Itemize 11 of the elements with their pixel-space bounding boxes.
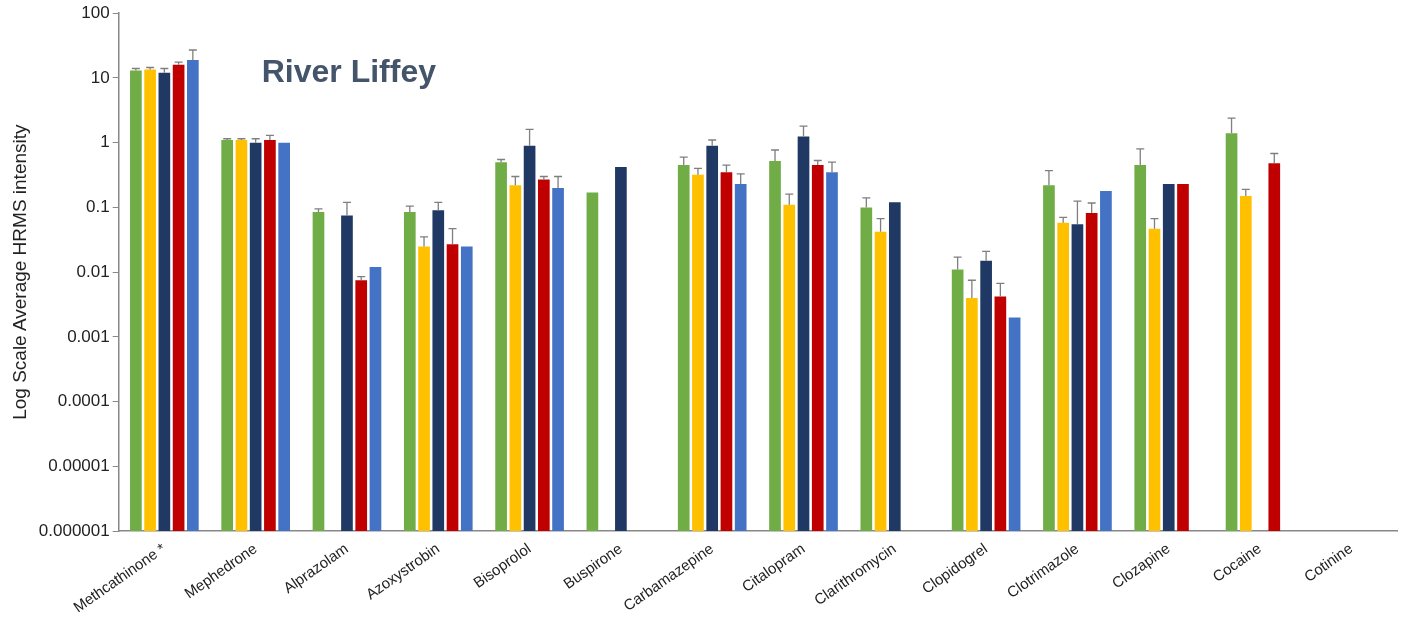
y-tick-label: 0.01 (76, 261, 110, 281)
y-tick-label: 0.000001 (38, 520, 110, 540)
y-tick-label: 0.1 (86, 197, 110, 217)
y-tick-label: 0.0001 (57, 391, 110, 411)
y-axis-title: Log Scale Average HRMS intensity (8, 123, 30, 420)
text: River Liffey (261, 52, 437, 89)
y-tick-label: 100 (81, 2, 110, 22)
y-tick-label: 0.00001 (48, 456, 110, 476)
y-tick-label: 10 (90, 67, 110, 87)
y-tick-label: 0.001 (67, 326, 110, 346)
y-tick-label: 1 (100, 132, 110, 152)
